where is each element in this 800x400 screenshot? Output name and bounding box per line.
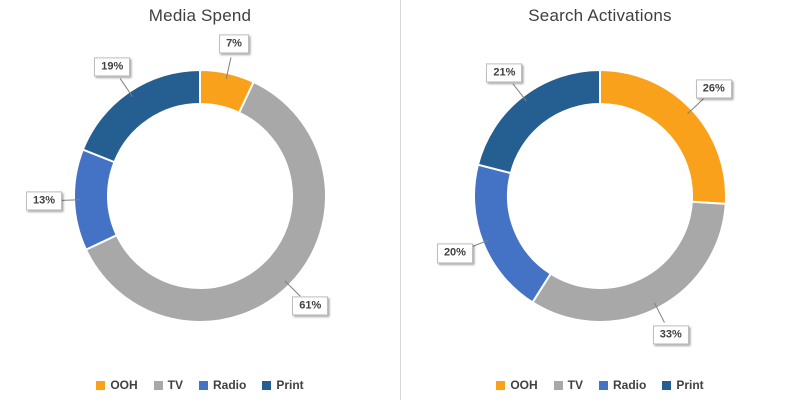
media-spend-donut-chart: 7% 61% 13% 19% (0, 32, 400, 360)
data-label-ooh: 7% (219, 34, 249, 54)
donut-segment-print (476, 68, 601, 175)
label-leader-line (284, 280, 301, 297)
legend-label-radio: Radio (613, 378, 647, 392)
legend-swatch-tv (553, 380, 563, 390)
data-label-print: 19% (94, 57, 131, 77)
media-spend-legend: OOH TV Radio Print (0, 378, 400, 392)
legend-label-ooh: OOH (110, 378, 138, 392)
label-leader-line (687, 98, 704, 115)
donut-segment-print (81, 68, 201, 164)
legend-item-print: Print (262, 378, 304, 392)
legend-item-tv: TV (153, 378, 183, 392)
donut-segment-radio (73, 148, 119, 251)
donut-segment-tv (531, 200, 727, 323)
data-label-radio: 13% (26, 191, 63, 211)
search-activations-donut-chart: 26% 33% 20% 21% (400, 32, 800, 360)
legend-swatch-ooh (96, 380, 106, 390)
data-label-radio: 20% (436, 243, 473, 264)
data-label-tv: 61% (292, 296, 329, 316)
donut-svg (467, 68, 727, 323)
legend-swatch-print (262, 380, 272, 390)
legend-label-tv: TV (567, 378, 583, 392)
search-activations-legend: OOH TV Radio Print (400, 378, 800, 392)
donut-svg (58, 57, 327, 323)
donut-segment-radio (473, 163, 553, 304)
legend-label-print: Print (276, 378, 304, 392)
legend-label-radio: Radio (213, 378, 247, 392)
data-label-tv: 33% (652, 325, 689, 345)
label-leader-line (512, 83, 527, 102)
legend-swatch-radio (599, 380, 608, 390)
legend-label-ooh: OOH (510, 378, 538, 392)
label-leader-line (119, 78, 133, 98)
search-activations-panel: Search Activations 26% 33% 20% 21% OOH TV Rad… (400, 0, 800, 400)
label-leader-line (225, 57, 232, 79)
legend-swatch-tv (153, 380, 163, 390)
legend-label-print: Print (676, 378, 704, 392)
legend-item-radio: Radio (599, 378, 646, 392)
legend-item-tv: TV (553, 378, 583, 392)
donut-segment-tv (84, 80, 327, 323)
data-label-print: 21% (486, 63, 523, 83)
legend-swatch-ooh (496, 380, 506, 390)
legend-item-ooh: OOH (96, 378, 138, 392)
legend-swatch-radio (199, 380, 208, 390)
legend-item-ooh: OOH (496, 378, 538, 392)
legend-swatch-print (662, 380, 672, 390)
legend-label-tv: TV (167, 378, 183, 392)
label-leader-line (654, 302, 665, 323)
chart-title-search-activations: Search Activations (528, 6, 672, 25)
legend-item-print: Print (662, 378, 704, 392)
data-label-ooh: 26% (695, 79, 732, 99)
media-spend-panel: Media Spend 7% 61% 13% 19% OOH TV Radio Print (0, 6, 400, 392)
panel-divider (400, 0, 401, 400)
chart-title-media-spend: Media Spend (148, 6, 252, 25)
legend-item-radio: Radio (199, 378, 246, 392)
